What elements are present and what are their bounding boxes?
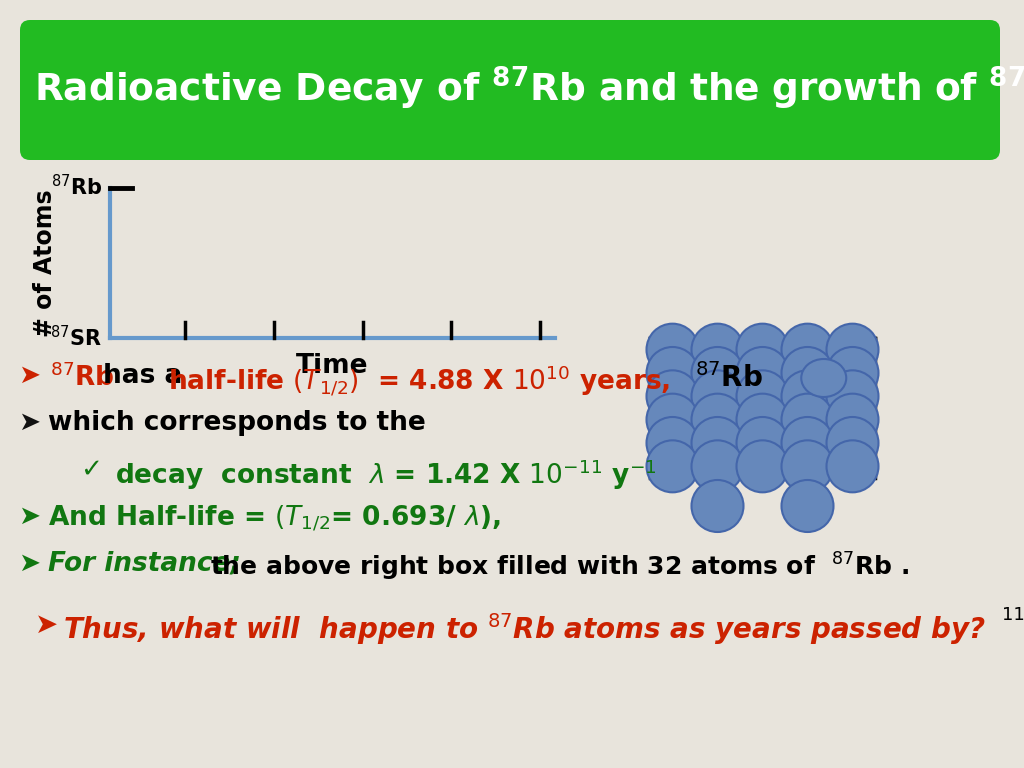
Circle shape: [691, 323, 743, 376]
FancyBboxPatch shape: [20, 20, 1000, 160]
Text: decay  constant  $\lambda$ = 1.42 X $10^{-11}$ y$^{-1}$: decay constant $\lambda$ = 1.42 X $10^{-…: [115, 457, 656, 492]
Circle shape: [736, 394, 788, 445]
Text: Radioactive Decay of $\mathbf{^{87}}$$\mathbf{Rb}$ $\mathbf{and\ the\ growth\ of: Radioactive Decay of $\mathbf{^{87}}$$\m…: [34, 65, 1024, 111]
Text: half-life $(T_{1/2})$  = 4.88 X $10^{10}$ years,: half-life $(T_{1/2})$ = 4.88 X $10^{10}$…: [168, 363, 671, 398]
Text: ➤: ➤: [18, 551, 40, 577]
Circle shape: [736, 347, 788, 399]
Text: And Half-life = $(T_{1/2}$= 0.693/ $\lambda$),: And Half-life = $(T_{1/2}$= 0.693/ $\lam…: [48, 504, 501, 534]
Circle shape: [781, 323, 834, 376]
Text: ➤: ➤: [35, 611, 58, 639]
Circle shape: [826, 347, 879, 399]
Circle shape: [691, 347, 743, 399]
Text: Thus, what will  happen to $^{87}$Rb atoms as years passed by?: Thus, what will happen to $^{87}$Rb atom…: [63, 611, 986, 647]
Text: which corresponds to the: which corresponds to the: [48, 410, 426, 436]
Circle shape: [691, 370, 743, 422]
Text: Time: Time: [296, 353, 369, 379]
Text: ✓: ✓: [80, 457, 102, 483]
Circle shape: [646, 417, 698, 469]
Text: the above right box filled with 32 atoms of  $^{87}$Rb .: the above right box filled with 32 atoms…: [210, 551, 909, 583]
Circle shape: [691, 417, 743, 469]
Ellipse shape: [801, 359, 846, 397]
Text: has a: has a: [103, 363, 182, 389]
Circle shape: [646, 323, 698, 376]
Circle shape: [691, 480, 743, 532]
Text: # of Atoms: # of Atoms: [33, 189, 57, 337]
Circle shape: [826, 417, 879, 469]
Text: 11: 11: [1002, 606, 1024, 624]
Circle shape: [736, 323, 788, 376]
Circle shape: [736, 370, 788, 422]
Text: ➤: ➤: [18, 363, 40, 389]
Circle shape: [781, 394, 834, 445]
Text: $^{87}$SR: $^{87}$SR: [50, 326, 102, 351]
Circle shape: [646, 440, 698, 492]
Circle shape: [736, 440, 788, 492]
Text: ➤: ➤: [18, 504, 40, 530]
Circle shape: [826, 440, 879, 492]
Text: $^{87}$Rb: $^{87}$Rb: [50, 174, 102, 200]
Circle shape: [781, 347, 834, 399]
Circle shape: [781, 480, 834, 532]
Circle shape: [646, 370, 698, 422]
Circle shape: [826, 394, 879, 445]
Circle shape: [646, 347, 698, 399]
Circle shape: [646, 394, 698, 445]
Text: ➤: ➤: [18, 410, 40, 436]
Circle shape: [781, 440, 834, 492]
Text: $^{87}$Rb: $^{87}$Rb: [50, 363, 115, 392]
Text: $^{87}$Rb: $^{87}$Rb: [695, 363, 763, 393]
Circle shape: [826, 370, 879, 422]
Circle shape: [691, 440, 743, 492]
Circle shape: [691, 394, 743, 445]
Circle shape: [781, 370, 834, 422]
Text: For instance;: For instance;: [48, 551, 241, 577]
Circle shape: [736, 417, 788, 469]
Circle shape: [781, 417, 834, 469]
Circle shape: [826, 323, 879, 376]
